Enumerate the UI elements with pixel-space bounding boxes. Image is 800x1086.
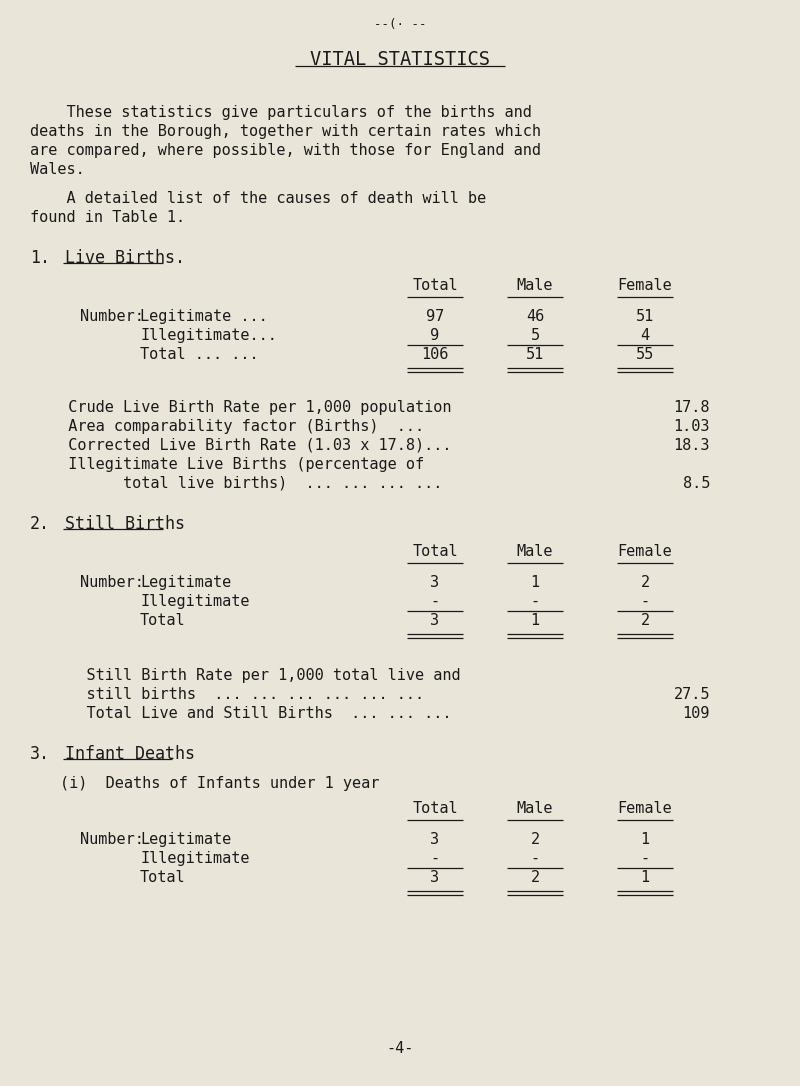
Text: Male: Male bbox=[517, 801, 554, 816]
Text: Illegitimate: Illegitimate bbox=[140, 594, 250, 609]
Text: Total Live and Still Births  ... ... ...: Total Live and Still Births ... ... ... bbox=[50, 706, 451, 721]
Text: total live births)  ... ... ... ...: total live births) ... ... ... ... bbox=[50, 476, 442, 491]
Text: Total: Total bbox=[140, 870, 186, 885]
Text: Crude Live Birth Rate per 1,000 population: Crude Live Birth Rate per 1,000 populati… bbox=[50, 400, 451, 415]
Text: 5: 5 bbox=[530, 328, 539, 343]
Text: 4: 4 bbox=[641, 328, 650, 343]
Text: Number:: Number: bbox=[80, 832, 144, 847]
Text: 1.: 1. bbox=[30, 249, 50, 267]
Text: 46: 46 bbox=[526, 310, 544, 324]
Text: 2: 2 bbox=[641, 574, 650, 590]
Text: VITAL STATISTICS: VITAL STATISTICS bbox=[310, 50, 490, 70]
Text: Legitimate: Legitimate bbox=[140, 574, 231, 590]
Text: 8.5: 8.5 bbox=[682, 476, 710, 491]
Text: These statistics give particulars of the births and: These statistics give particulars of the… bbox=[30, 105, 532, 119]
Text: Total: Total bbox=[412, 801, 458, 816]
Text: 55: 55 bbox=[636, 348, 654, 362]
Text: --(· --: --(· -- bbox=[374, 18, 426, 31]
Text: 27.5: 27.5 bbox=[674, 687, 710, 702]
Text: Total: Total bbox=[412, 278, 458, 293]
Text: 18.3: 18.3 bbox=[674, 438, 710, 453]
Text: Area comparability factor (Births)  ...: Area comparability factor (Births) ... bbox=[50, 419, 424, 434]
Text: Wales.: Wales. bbox=[30, 162, 85, 177]
Text: Illegitimate...: Illegitimate... bbox=[140, 328, 277, 343]
Text: 2: 2 bbox=[530, 832, 539, 847]
Text: Corrected Live Birth Rate (1.03 x 17.8)...: Corrected Live Birth Rate (1.03 x 17.8).… bbox=[50, 438, 451, 453]
Text: 3.: 3. bbox=[30, 745, 50, 763]
Text: Female: Female bbox=[618, 544, 672, 559]
Text: Total ... ...: Total ... ... bbox=[140, 348, 258, 362]
Text: -: - bbox=[430, 851, 439, 866]
Text: 9: 9 bbox=[430, 328, 439, 343]
Text: 3: 3 bbox=[430, 832, 439, 847]
Text: Illegitimate: Illegitimate bbox=[140, 851, 250, 866]
Text: Legitimate: Legitimate bbox=[140, 832, 231, 847]
Text: 106: 106 bbox=[422, 348, 449, 362]
Text: Number:: Number: bbox=[80, 574, 144, 590]
Text: 1: 1 bbox=[530, 613, 539, 628]
Text: Infant Deaths: Infant Deaths bbox=[65, 745, 195, 763]
Text: Male: Male bbox=[517, 278, 554, 293]
Text: 97: 97 bbox=[426, 310, 444, 324]
Text: -: - bbox=[530, 851, 539, 866]
Text: still births  ... ... ... ... ... ...: still births ... ... ... ... ... ... bbox=[50, 687, 424, 702]
Text: 51: 51 bbox=[526, 348, 544, 362]
Text: Total: Total bbox=[140, 613, 186, 628]
Text: A detailed list of the causes of death will be: A detailed list of the causes of death w… bbox=[30, 191, 486, 206]
Text: 1: 1 bbox=[641, 832, 650, 847]
Text: 1: 1 bbox=[641, 870, 650, 885]
Text: -: - bbox=[430, 594, 439, 609]
Text: 2.: 2. bbox=[30, 515, 50, 533]
Text: 51: 51 bbox=[636, 310, 654, 324]
Text: 1.03: 1.03 bbox=[674, 419, 710, 434]
Text: Live Births.: Live Births. bbox=[65, 249, 185, 267]
Text: 109: 109 bbox=[682, 706, 710, 721]
Text: 2: 2 bbox=[641, 613, 650, 628]
Text: -4-: -4- bbox=[386, 1041, 414, 1056]
Text: 1: 1 bbox=[530, 574, 539, 590]
Text: Legitimate ...: Legitimate ... bbox=[140, 310, 268, 324]
Text: Still Births: Still Births bbox=[65, 515, 185, 533]
Text: deaths in the Borough, together with certain rates which: deaths in the Borough, together with cer… bbox=[30, 124, 541, 139]
Text: -: - bbox=[641, 594, 650, 609]
Text: Total: Total bbox=[412, 544, 458, 559]
Text: 2: 2 bbox=[530, 870, 539, 885]
Text: found in Table 1.: found in Table 1. bbox=[30, 210, 185, 225]
Text: Female: Female bbox=[618, 278, 672, 293]
Text: Still Birth Rate per 1,000 total live and: Still Birth Rate per 1,000 total live an… bbox=[50, 668, 461, 683]
Text: -: - bbox=[641, 851, 650, 866]
Text: (i)  Deaths of Infants under 1 year: (i) Deaths of Infants under 1 year bbox=[60, 776, 379, 791]
Text: Illegitimate Live Births (percentage of: Illegitimate Live Births (percentage of bbox=[50, 457, 424, 472]
Text: are compared, where possible, with those for England and: are compared, where possible, with those… bbox=[30, 143, 541, 157]
Text: Male: Male bbox=[517, 544, 554, 559]
Text: 3: 3 bbox=[430, 574, 439, 590]
Text: 17.8: 17.8 bbox=[674, 400, 710, 415]
Text: Female: Female bbox=[618, 801, 672, 816]
Text: -: - bbox=[530, 594, 539, 609]
Text: Number:: Number: bbox=[80, 310, 144, 324]
Text: 3: 3 bbox=[430, 870, 439, 885]
Text: 3: 3 bbox=[430, 613, 439, 628]
